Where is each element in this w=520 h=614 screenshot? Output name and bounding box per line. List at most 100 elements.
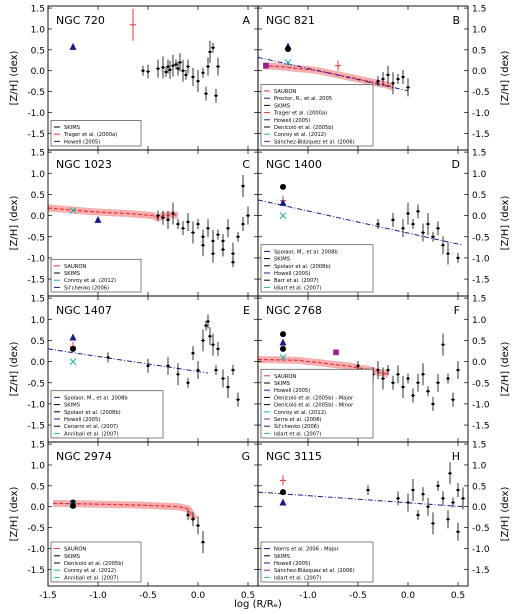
skims-point — [426, 505, 430, 508]
panel-plot-area — [258, 42, 410, 97]
skims-point — [166, 218, 170, 222]
skims-point — [216, 347, 220, 351]
skims-point — [214, 368, 218, 372]
skims-point — [451, 398, 455, 401]
marker-circle — [280, 345, 286, 352]
panel-h — [257, 441, 469, 587]
panel-letter: A — [242, 14, 250, 27]
skims-point — [441, 243, 445, 247]
skims-point — [391, 218, 395, 222]
skims-point — [186, 220, 190, 224]
y-tick-label: 1.5 — [472, 441, 486, 451]
skims-point — [221, 239, 225, 243]
panel-letter: F — [454, 304, 460, 317]
skims-point — [396, 77, 400, 81]
panel-plot-area — [52, 499, 205, 554]
skims-point — [146, 70, 150, 73]
skims-point — [231, 260, 235, 264]
legend-box — [50, 541, 142, 583]
y-tick-label: 0.0 — [472, 503, 487, 513]
sauron-line — [262, 65, 394, 88]
sauron-line — [52, 502, 196, 520]
y-tick-label: -0.5 — [472, 233, 490, 243]
y-tick-label: 1.0 — [31, 25, 46, 35]
skims-point — [184, 73, 188, 77]
legend-entry: Denicoló et al. (2005b) - Major — [274, 394, 354, 401]
skims-point — [191, 231, 195, 234]
skims-point — [166, 364, 170, 368]
skims-point — [206, 320, 210, 323]
skims-point — [376, 222, 380, 226]
skims-point — [426, 222, 430, 226]
y-tick-label: -0.5 — [472, 379, 490, 389]
skims-point — [226, 385, 230, 389]
skims-point — [191, 75, 195, 79]
y-tick-label: 0.5 — [31, 482, 45, 492]
legend-entry: Spolaor, M., et al. 2008b — [274, 249, 338, 255]
legend-entry: Trager et al. (2000a) — [63, 132, 117, 138]
skims-point — [386, 73, 390, 77]
y-tick-label: 0.0 — [472, 212, 487, 222]
panel-plot-area — [48, 174, 250, 268]
x-tick-label: -1.0 — [299, 591, 317, 601]
y-tick-label: -1.0 — [27, 109, 45, 119]
skims-point — [411, 222, 415, 226]
panel-letter: H — [452, 450, 460, 463]
legend-entry: SKIMS — [274, 103, 290, 109]
panel-title: NGC 1407 — [56, 304, 112, 317]
skims-point — [416, 513, 420, 517]
legend-entry: Howell (2005) — [274, 561, 310, 567]
panel-g — [47, 441, 259, 587]
legend-entry: Spolaor, M., et al. 2008b — [64, 395, 128, 401]
skims-point — [161, 66, 165, 69]
skims-point — [231, 252, 235, 255]
skims-point — [206, 65, 210, 68]
legend-entry: Howell (2005) — [274, 118, 310, 124]
legend-entry: SAURON — [274, 374, 296, 380]
y-tick-label: 1.0 — [31, 461, 46, 471]
skims-point — [426, 389, 430, 393]
skims-point — [381, 377, 385, 380]
skims-point — [396, 372, 400, 376]
skims-point — [178, 61, 182, 64]
y-tick-label: 1.0 — [472, 25, 487, 35]
x-tick-label: 0.0 — [191, 591, 206, 601]
skims-point — [171, 212, 175, 215]
legend-entry: Denicoló et al. (2005b) — [274, 124, 334, 131]
skims-point — [211, 46, 215, 50]
skims-point — [146, 364, 150, 368]
marker-x — [284, 58, 292, 66]
skims-point — [421, 372, 425, 376]
legend-box — [50, 390, 164, 439]
skims-point — [211, 343, 215, 346]
skims-point — [446, 252, 450, 255]
y-tick-label: 1.0 — [472, 316, 487, 326]
y-tick-label: -1.5 — [27, 422, 45, 432]
y-tick-label: 0.5 — [472, 46, 486, 56]
sauron-line — [258, 358, 389, 375]
legend-entry: SAURON — [64, 547, 86, 553]
skims-point — [436, 226, 440, 230]
legend-entry: Conroy et al. (2012) — [274, 410, 326, 416]
skims-point — [196, 222, 200, 226]
skims-point — [164, 70, 168, 74]
legend-entry: Howell (2005) — [274, 388, 310, 394]
y-axis-label: [Z/H] (dex) — [9, 487, 20, 542]
skims-point — [196, 524, 200, 527]
y-tick-label: -1.5 — [472, 566, 490, 576]
panel-d — [257, 149, 469, 297]
panel-letter: G — [241, 450, 250, 463]
y-tick-label: 0.0 — [472, 358, 487, 368]
fit-line — [258, 199, 464, 246]
y-tick-label: 0.0 — [31, 358, 46, 368]
panel-title: NGC 2974 — [56, 450, 112, 463]
skims-point — [176, 222, 180, 226]
skims-point — [376, 79, 380, 83]
legend-entry: Howell (2005) — [64, 139, 100, 145]
y-tick-label: 0.5 — [472, 191, 486, 201]
panel-title: NGC 3115 — [266, 450, 322, 463]
skims-point — [406, 377, 410, 380]
skims-point — [181, 69, 185, 72]
skims-point — [236, 398, 240, 401]
y-tick-label: 1.0 — [472, 170, 487, 180]
